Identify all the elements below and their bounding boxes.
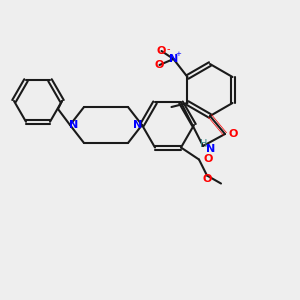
Text: N: N <box>69 120 79 130</box>
Text: +: + <box>176 51 182 57</box>
Text: O: O <box>155 60 164 70</box>
Text: H: H <box>200 139 208 149</box>
Text: N: N <box>206 144 216 154</box>
Text: -: - <box>167 44 170 54</box>
Text: N: N <box>169 54 178 64</box>
Text: N: N <box>134 120 142 130</box>
Text: O: O <box>228 129 238 139</box>
Text: O: O <box>203 154 213 164</box>
Text: O: O <box>202 173 212 184</box>
Text: O: O <box>157 46 166 56</box>
